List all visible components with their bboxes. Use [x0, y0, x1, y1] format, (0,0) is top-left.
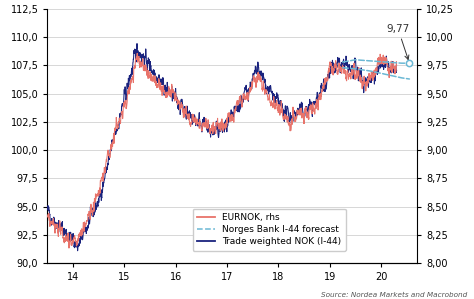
Legend: EURNOK, rhs, Norges Bank I-44 forecast, Trade weighted NOK (I-44): EURNOK, rhs, Norges Bank I-44 forecast, …	[192, 209, 346, 251]
Text: 9,77: 9,77	[386, 24, 410, 60]
Text: Source: Nordea Markets and Macrobond: Source: Nordea Markets and Macrobond	[320, 292, 467, 298]
